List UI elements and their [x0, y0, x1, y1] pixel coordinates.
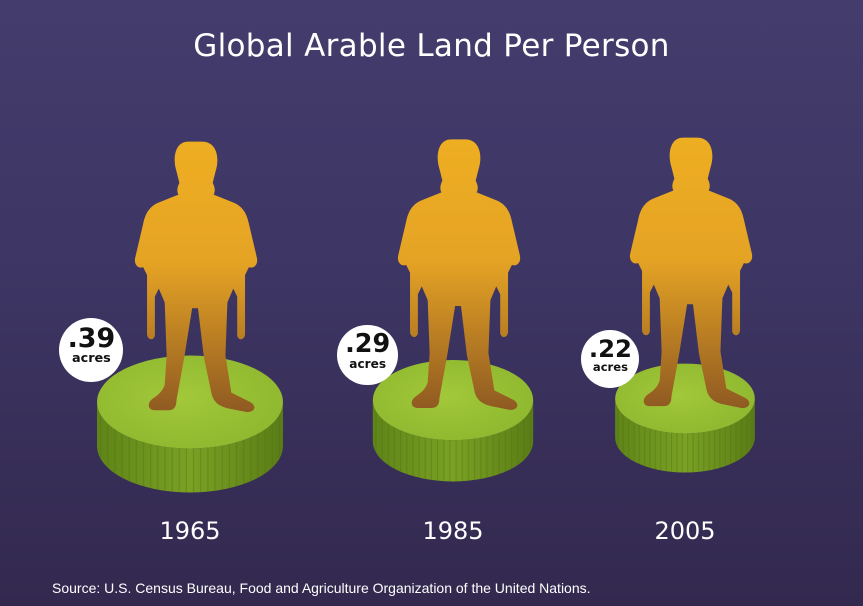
platform-side [372, 400, 534, 482]
platform-side [97, 402, 283, 493]
year-label: 1965 [159, 517, 221, 545]
platform-top [97, 355, 283, 449]
value-label: .29 [345, 329, 391, 360]
person-icon [397, 139, 521, 410]
platform-top [372, 359, 534, 441]
person-icon [134, 141, 258, 413]
source-note: Source: U.S. Census Bureau, Food and Agr… [52, 580, 591, 596]
platform-1965 [97, 355, 283, 493]
value-badge: .39 acres [59, 317, 124, 382]
value-label: .22 [588, 334, 632, 364]
person-icon [629, 137, 753, 409]
value-badge: .29 acres [337, 324, 399, 386]
value-badge: .22 acres [581, 329, 640, 388]
platform-2005 [615, 363, 755, 473]
platform-1985 [372, 359, 534, 482]
year-label: 2005 [654, 517, 716, 545]
chart-title: Global Arable Land Per Person [193, 28, 670, 64]
value-label: .39 [67, 323, 116, 355]
year-label: 1985 [422, 517, 484, 545]
unit-label: acres [71, 351, 111, 367]
unit-label: acres [592, 359, 629, 374]
platform-side [615, 398, 755, 473]
unit-label: acres [349, 356, 387, 371]
